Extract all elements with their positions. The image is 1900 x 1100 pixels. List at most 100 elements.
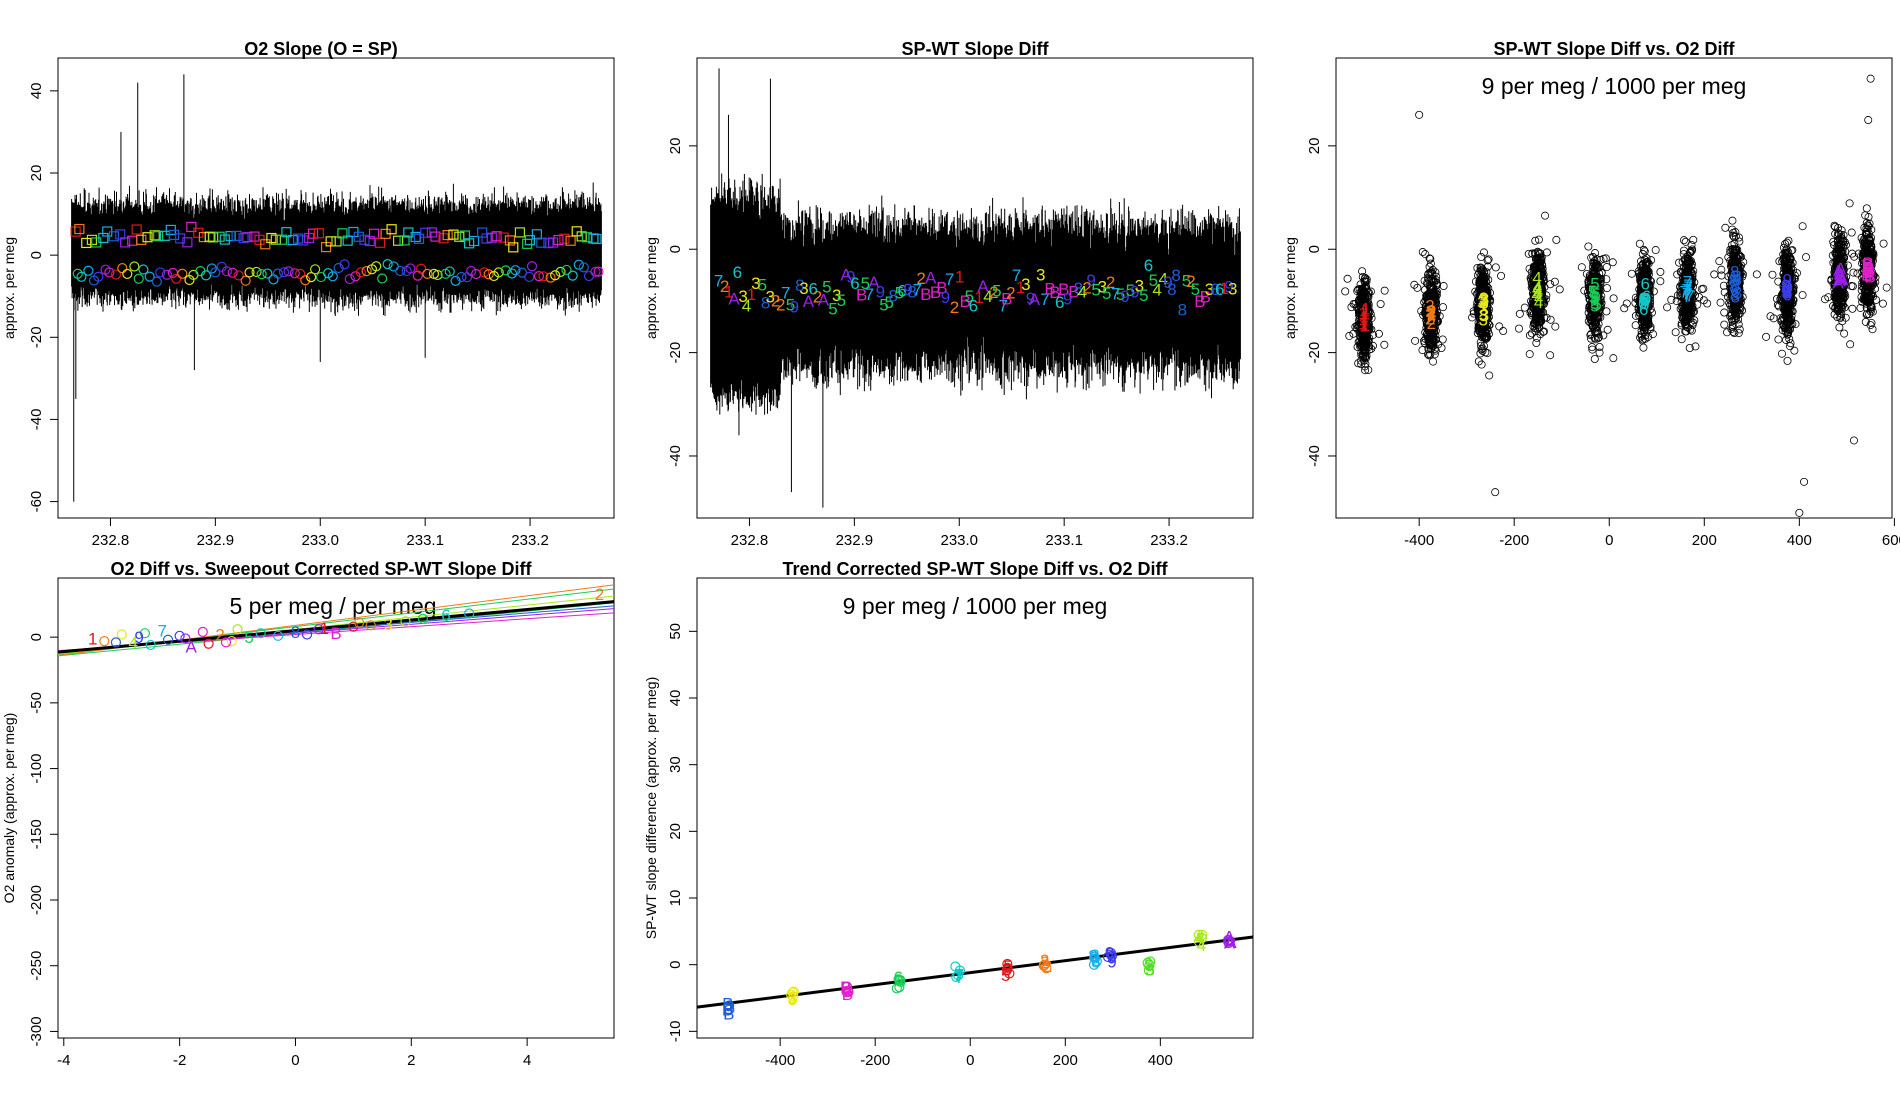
cycle-label: 7 [912,280,921,299]
point-label: 3 [383,615,392,634]
cycle-label: A [925,269,937,288]
cycle-label: 5 [837,291,846,310]
circle-marker [493,267,504,278]
trace-band [710,173,1241,415]
scatter-point [1541,211,1550,220]
cycle-label: A [803,292,815,311]
y-axis-label: approx. per meg [1,237,17,339]
y-tick-label: 0 [667,245,684,253]
square-marker [536,237,547,248]
circle-marker [110,269,122,280]
scatter-point [1525,331,1534,340]
y-tick-label: 10 [667,890,684,907]
scatter-point [1477,263,1486,272]
circle-marker [251,266,262,278]
cycle-label: 6 [850,274,859,293]
cycle-label: 5 [885,293,894,312]
cycle-label: A [728,289,740,308]
scatter-point [1515,309,1524,318]
scatter-point [1366,287,1375,296]
scatter-point [1602,263,1611,272]
circle-marker [516,267,528,278]
y-tick-label: 0 [667,960,684,968]
square-marker [204,231,215,242]
cycle-label: 7 [998,297,1007,316]
scatter-point [1364,314,1373,323]
y-tick-label: -50 [28,692,45,714]
plot-frame [696,57,1254,519]
scatter-point [1762,332,1771,341]
scatter-point [1514,324,1523,333]
point-label: 8 [291,623,300,642]
group-label: 3 [1143,954,1152,973]
scatter-point [1359,346,1368,355]
scatter-point [1429,357,1438,366]
scatter-point [1480,342,1489,351]
scatter-point [1720,308,1729,317]
square-marker [131,224,142,235]
circle-marker [272,268,284,279]
circle-marker [233,270,244,281]
cycle-label: 1 [724,282,733,301]
circle-marker [339,259,350,270]
cycle-label: 9 [903,280,912,299]
scatter-point [1525,350,1534,359]
scatter-point [1361,297,1370,306]
circle-marker [344,273,355,285]
scatter-point [1485,297,1494,306]
scatter-point [1357,321,1366,330]
x-tick-label: 0 [291,1052,299,1069]
scatter-point [1479,248,1488,257]
scatter-point [1671,328,1680,337]
cycle-label: 6 [1055,293,1064,312]
x-tick-label: 232.9 [197,532,235,549]
cycle-label: 7 [1111,285,1120,304]
outlier-point [1849,436,1858,445]
cycle-label: B [1068,282,1079,301]
scatter-point [1425,338,1434,347]
cycle-label: 7 [865,285,874,304]
square-marker [430,231,441,242]
cycle-label: 2 [916,269,925,288]
scatter-point [1840,329,1849,338]
scatter-point [1426,259,1435,268]
square-marker [392,235,404,246]
circle-marker [550,270,561,281]
cycle-label: B [920,285,931,304]
square-marker [559,233,570,244]
circle-marker [333,262,344,274]
x-tick-label: 233.1 [406,532,444,549]
y-tick-label: -10 [667,1020,684,1042]
trace-group [71,74,602,502]
scatter-point [1639,343,1648,352]
x-tick-label: 400 [1787,532,1812,549]
scatter-point [1364,288,1373,297]
scatter-point [1355,309,1364,318]
square-marker [524,235,535,246]
scatter-point [1710,270,1719,279]
scatter-point [1427,289,1436,298]
cycle-label: 2 [813,287,822,306]
cycle-label: 5 [828,299,837,318]
circle-marker [533,271,545,282]
circle-marker [377,273,388,284]
panel-slope-diff-vs-o2-diff: SP-WT Slope Diff vs. O2 Diff-400 -200 0 200… [1282,39,1900,549]
cycle-label: 7 [1012,266,1021,285]
scatter-point [1721,223,1730,232]
chart-title: Trend Corrected SP-WT Slope Diff vs. O2 … [782,559,1168,579]
cycle-label: 5 [992,282,1001,301]
cycle-label: 2 [720,277,729,296]
scatter-point [1430,327,1439,336]
circle-marker [117,263,128,274]
circle-marker [93,271,104,282]
scatter-point [1609,294,1618,303]
cycle-label: 8 [761,293,770,312]
scatter-point [1482,329,1491,338]
scatter-point [1478,293,1487,302]
scatter-point [1468,313,1477,322]
y-tick-label: 0 [28,633,45,641]
square-marker [168,229,180,241]
plot-frame [696,577,1254,1039]
cycle-label: 9 [1120,287,1129,306]
